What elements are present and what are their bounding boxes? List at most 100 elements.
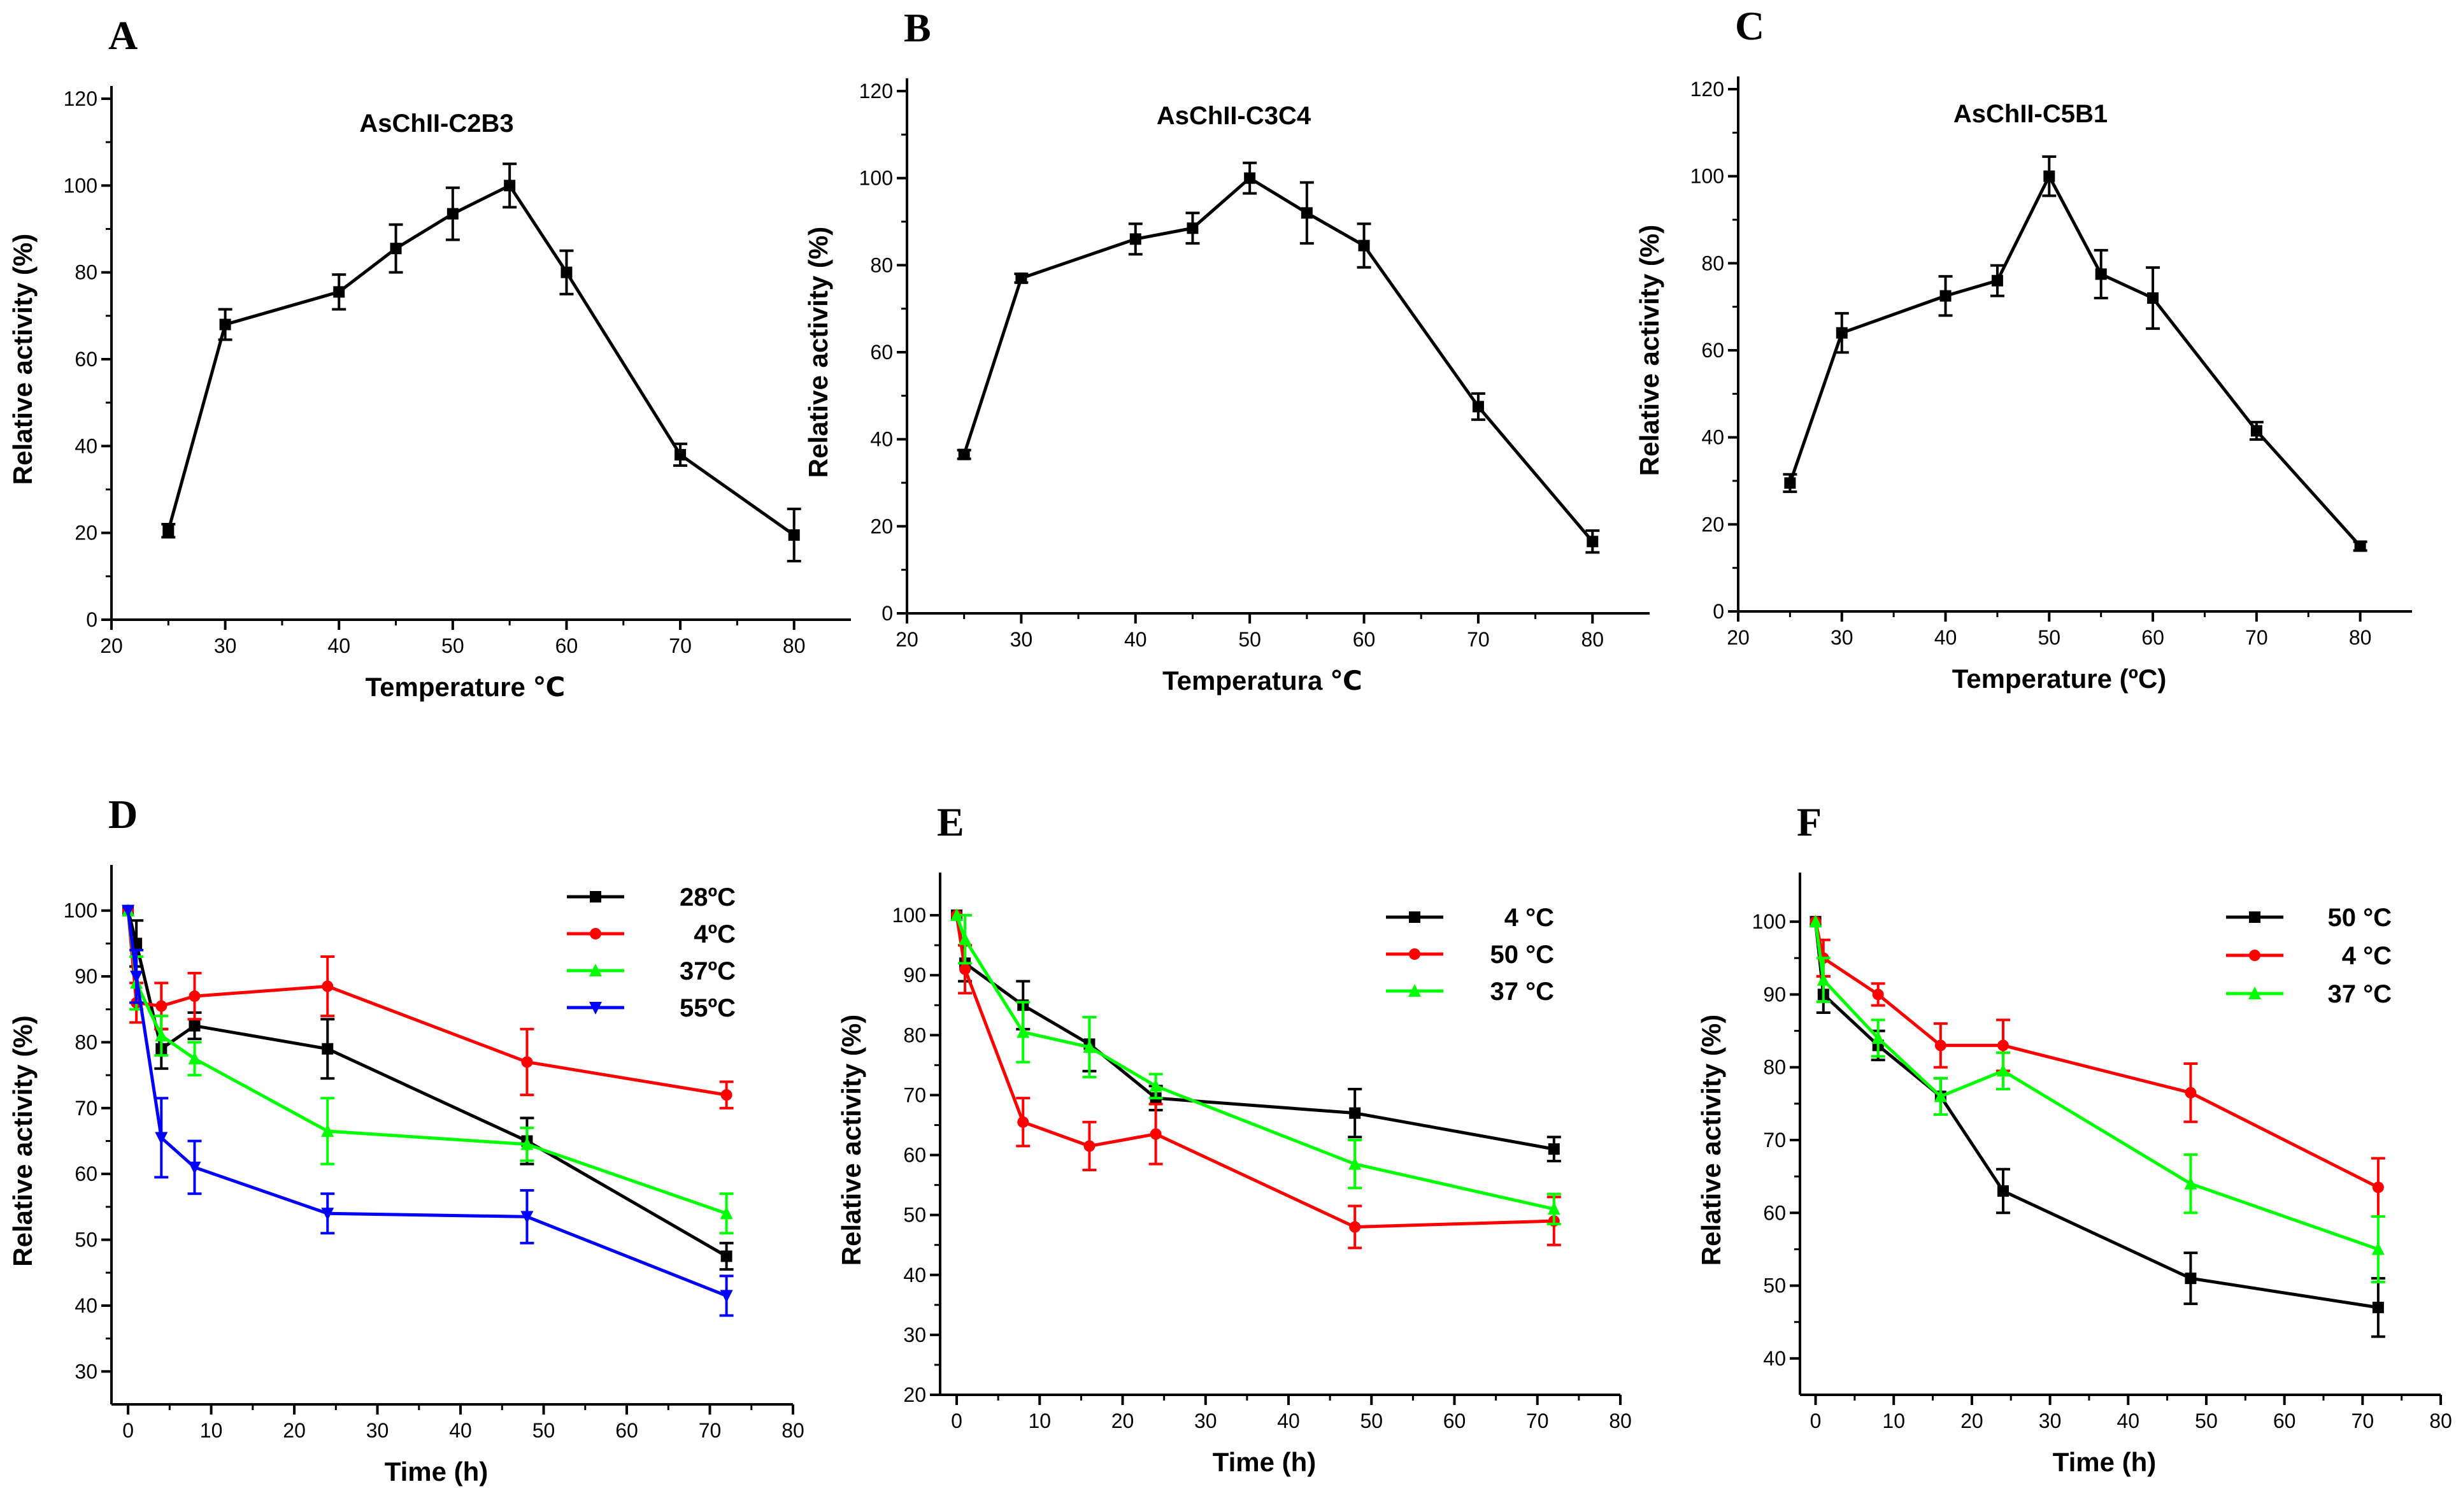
panel-letter: A xyxy=(108,13,138,58)
y-tick-label: 70 xyxy=(75,1097,97,1120)
data-point xyxy=(1817,973,1830,986)
data-point xyxy=(504,180,516,192)
data-point xyxy=(1358,239,1370,252)
x-tick-label: 70 xyxy=(669,634,692,657)
data-point xyxy=(2185,1273,2197,1285)
x-tick-label: 20 xyxy=(1960,1409,1983,1432)
y-tick-label: 60 xyxy=(1701,339,1724,362)
x-axis-label: Temperature (ºC) xyxy=(1952,664,2167,694)
y-tick-label: 60 xyxy=(870,341,893,364)
y-tick-label: 100 xyxy=(892,904,926,927)
series-2 xyxy=(122,903,734,1235)
y-tick-label: 90 xyxy=(903,964,926,987)
legend-label: 4 °C xyxy=(1504,904,1554,932)
legend-marker xyxy=(590,928,601,939)
panel-c: 20 30 40 50 60 70 80020406080100120Temperature… xyxy=(1634,3,2412,694)
x-tick-label: 60 xyxy=(555,634,578,657)
data-point xyxy=(188,1052,201,1065)
data-point xyxy=(322,1043,334,1055)
data-point xyxy=(189,990,201,1002)
data-point xyxy=(1348,1157,1362,1170)
data-point xyxy=(720,1206,733,1220)
y-tick-label: 70 xyxy=(903,1083,926,1106)
x-tick-label: 50 xyxy=(2038,626,2061,649)
legend-marker xyxy=(2249,950,2260,961)
data-point xyxy=(446,208,459,220)
series-3 xyxy=(122,904,734,1317)
data-point xyxy=(1934,1089,1947,1102)
data-point xyxy=(675,448,687,460)
data-point xyxy=(1349,1221,1361,1233)
x-tick-label: 10 xyxy=(200,1419,223,1442)
x-tick-label: 10 xyxy=(1882,1409,1905,1432)
data-point xyxy=(1997,1039,2009,1052)
legend-label: 50 °C xyxy=(1490,941,1555,969)
x-tick-label: 60 xyxy=(1443,1409,1466,1432)
legend-label: 28ºC xyxy=(680,883,736,911)
x-tick-label: 80 xyxy=(782,1419,804,1442)
data-point xyxy=(130,971,143,984)
x-tick-label: 0 xyxy=(1810,1409,1822,1432)
x-tick-label: 40 xyxy=(449,1419,472,1442)
panel-a: 20 30 40 50 60 70 80020406080100120Temperature… xyxy=(8,13,851,702)
data-point xyxy=(321,1123,334,1137)
data-point xyxy=(720,1250,732,1262)
x-tick-label: 50 xyxy=(1238,628,1261,651)
x-tick-label: 20 xyxy=(283,1419,306,1442)
data-point xyxy=(1129,233,1141,245)
data-point xyxy=(520,1137,534,1150)
y-tick-label: 80 xyxy=(1701,252,1724,275)
x-axis-label: Temperatura ℃ xyxy=(1162,666,1362,695)
legend-marker xyxy=(1409,911,1420,923)
series-line xyxy=(962,176,1594,543)
x-tick-label: 80 xyxy=(1609,1409,1632,1432)
data-point xyxy=(188,1161,201,1174)
legend-marker xyxy=(2248,987,2261,999)
data-point xyxy=(122,904,135,918)
x-tick-label: 20 xyxy=(1727,626,1750,649)
chart-title: AsChII-C5B1 xyxy=(1953,100,2108,128)
data-point xyxy=(390,243,402,255)
series-line xyxy=(1814,921,2379,1251)
data-point xyxy=(219,318,231,331)
data-point xyxy=(1939,290,1952,302)
series-2 xyxy=(1809,915,2385,1283)
x-tick-label: 80 xyxy=(783,634,806,657)
y-tick-label: 0 xyxy=(86,608,97,631)
x-tick-label: 30 xyxy=(1010,628,1033,651)
data-point xyxy=(1017,1025,1030,1038)
panel-f: 0 10 20 30 40 50 60 70 80 40 50 60 70 80 90 100 Time (h)… xyxy=(1696,799,2452,1477)
y-tick-label: 50 xyxy=(903,1204,926,1227)
y-axis-label: Relative activity (%) xyxy=(8,1015,38,1267)
data-point xyxy=(155,1029,168,1042)
x-tick-label: 0 xyxy=(122,1419,134,1442)
data-point xyxy=(1083,1140,1096,1152)
data-point xyxy=(1349,1107,1361,1119)
series-line xyxy=(1814,921,2379,1309)
y-tick-label: 40 xyxy=(870,428,893,451)
x-tick-label: 70 xyxy=(2352,1409,2374,1432)
y-tick-label: 20 xyxy=(1701,513,1724,536)
data-point xyxy=(1301,207,1313,219)
legend-label: 55ºC xyxy=(680,994,736,1022)
legend-label: 37 °C xyxy=(1490,978,1555,1006)
x-tick-label: 60 xyxy=(2273,1409,2296,1432)
y-tick-label: 0 xyxy=(882,602,893,625)
y-tick-label: 100 xyxy=(859,167,893,190)
data-point xyxy=(1547,1202,1560,1215)
data-point xyxy=(2372,1181,2384,1194)
x-tick-label: 50 xyxy=(532,1419,555,1442)
y-tick-label: 90 xyxy=(75,965,97,988)
data-point xyxy=(1872,988,1884,1001)
y-axis-label: Relative activity (%) xyxy=(803,227,833,478)
data-point xyxy=(720,1089,732,1101)
chart-title: AsChII-C3C4 xyxy=(1157,102,1311,130)
y-tick-label: 100 xyxy=(64,899,97,922)
legend: 50 °C 4 °C 37 °C xyxy=(2226,904,2392,1008)
data-point xyxy=(1836,327,1848,339)
data-point xyxy=(1934,1039,1946,1052)
x-tick-label: 70 xyxy=(699,1419,722,1442)
x-tick-label: 0 xyxy=(951,1409,962,1432)
data-point xyxy=(2354,540,2366,552)
series-1 xyxy=(1810,916,2385,1218)
